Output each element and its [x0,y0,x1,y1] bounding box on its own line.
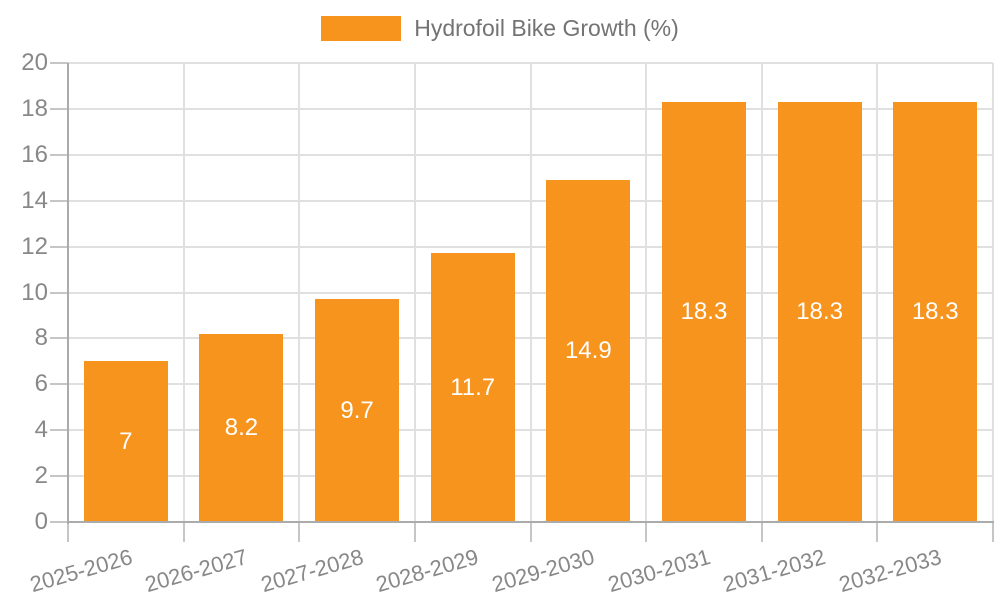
y-axis-line [67,63,69,524]
v-gridline [760,63,763,522]
y-axis-tick [50,429,68,432]
y-axis-tick [50,521,68,523]
y-axis-tick [50,199,68,202]
y-axis-tick [50,62,68,64]
legend-label: Hydrofoil Bike Growth (%) [414,15,679,41]
v-gridline [876,63,879,522]
y-tick-label: 10 [21,278,48,306]
x-category-label: 2031-2032 [720,544,829,598]
bar-value-label: 14.9 [564,337,612,364]
x-axis-tick [298,522,301,542]
y-tick-label: 8 [34,324,48,352]
y-tick-label: 18 [21,94,48,122]
x-axis-tick [760,522,763,542]
bar-value-label: 18.3 [796,297,843,325]
x-category-label: 2026-2027 [142,544,251,598]
x-axis-tick [992,522,994,542]
bar-2028-2029: 11.7 [430,253,515,522]
x-category-label: 2029-2030 [489,544,598,598]
x-category-label: 2027-2028 [257,544,366,598]
v-gridline [992,63,994,522]
x-axis-tick [67,522,69,542]
x-category-label: 2028-2029 [373,544,482,598]
y-tick-label: 4 [34,416,48,444]
y-tick-label: 6 [34,370,48,398]
v-gridline [413,63,416,522]
bar-2026-2027: 8.2 [199,333,284,522]
x-axis-line [67,521,994,523]
bar-2031-2032: 18.3 [777,102,862,522]
bar-2027-2028: 9.7 [315,299,400,522]
y-tick-label: 12 [21,232,48,260]
y-tick-label: 20 [21,49,48,76]
x-category-label: 2025-2026 [26,544,135,598]
bar-value-label: 18.3 [680,297,728,325]
bar-value-label: 8.2 [224,413,259,441]
bar-2032-2033: 18.3 [893,102,978,522]
x-axis-tick [413,522,416,542]
bar-value-label: 18.3 [911,297,959,325]
legend[interactable]: Hydrofoil Bike Growth (%) [0,16,1000,41]
y-axis-tick [50,475,68,478]
legend-swatch-icon [321,16,402,41]
y-tick-label: 14 [21,186,48,214]
y-tick-label: 0 [34,508,48,535]
v-gridline [529,63,532,522]
v-gridline [298,63,301,522]
bar-value-label: 9.7 [340,396,374,424]
bar-value-label: 7 [119,427,133,455]
bar-2029-2030: 14.9 [546,180,631,522]
bar-2025-2026: 7 [83,361,168,522]
bar-value-label: 11.7 [450,373,496,401]
v-gridline [645,63,648,522]
y-axis-tick [50,291,68,294]
y-axis-tick [50,337,68,340]
x-category-label: 2032-2033 [836,544,945,598]
y-tick-label: 2 [34,462,48,490]
v-gridline [182,63,185,522]
bar-2030-2031: 18.3 [661,102,746,522]
x-axis-tick [876,522,879,542]
x-axis-tick [645,522,648,542]
y-axis-tick [50,107,68,110]
y-axis-tick [50,245,68,248]
x-axis-tick [529,522,532,542]
x-axis-tick [182,522,185,542]
x-category-label: 2030-2031 [604,544,713,598]
y-axis-tick [50,153,68,156]
y-tick-label: 16 [21,140,48,168]
y-axis-tick [50,383,68,386]
